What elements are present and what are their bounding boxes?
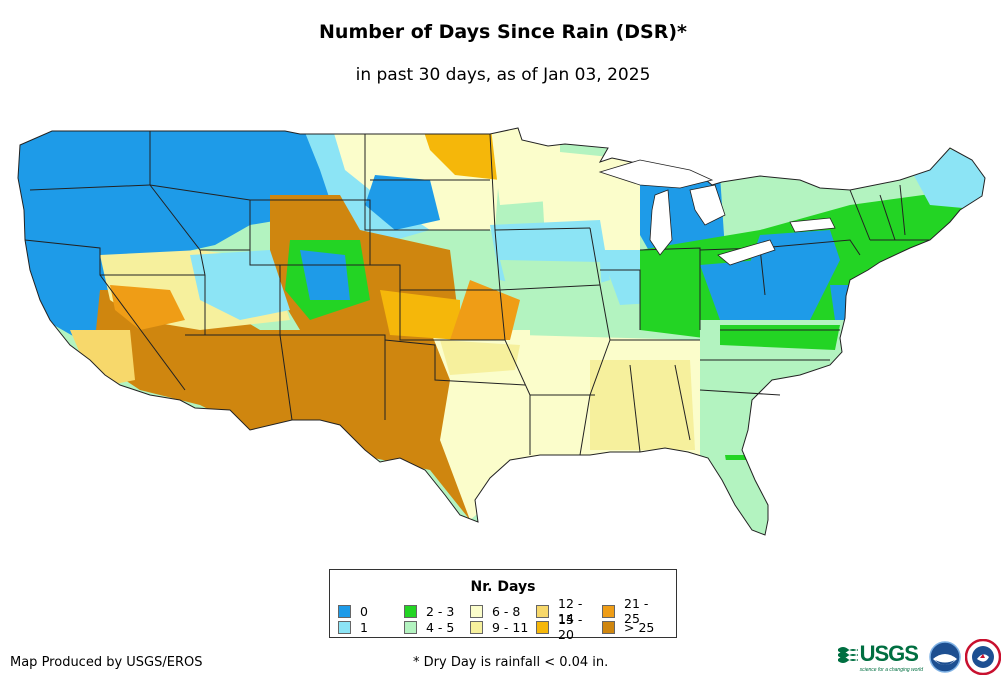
nws-logo-icon [965,639,1001,675]
legend-label: 1 [360,619,368,635]
map-subtitle: in past 30 days, as of Jan 03, 2025 [356,65,651,85]
legend-item: > 25 [602,619,668,635]
legend-label: 12 - 14 [558,596,583,626]
legend-swatch [536,620,549,634]
legend-swatch [602,620,615,634]
legend-title: Nr. Days [470,579,536,595]
legend-item: 12 - 14 [536,596,602,626]
legend-item: 1 [338,619,404,635]
legend-swatch [470,620,483,634]
legend-swatch [404,620,417,634]
legend-swatch [536,604,549,618]
footnote-text: * Dry Day is rainfall < 0.04 in. [413,655,609,670]
legend-swatch [338,604,351,618]
legend-label: 0 [360,603,368,619]
state-borders [17,127,986,536]
legend-item: 2 - 3 [404,603,470,619]
legend-item: 9 - 11 [470,619,536,635]
legend-swatch [338,620,351,634]
legend-label: 21 - 25 [624,596,649,626]
great-lakes [598,159,836,266]
usgs-wordmark: USGS [859,641,919,666]
legend-swatch [602,604,615,618]
legend-label: > 25 [624,619,655,635]
usgs-logo: USGS science for a changing world [837,641,923,673]
legend-item: 0 [338,603,404,619]
usgs-tagline: science for a changing world [859,667,923,673]
legend-label: 6 - 8 [492,603,521,619]
legend-item: 6 - 8 [470,603,536,619]
legend-swatch [404,604,417,618]
legend-item: 21 - 25 [602,596,668,626]
legend-label: 4 - 5 [426,619,455,635]
legend-item: 15 - 20 [536,612,602,642]
noaa-logo-icon [929,641,961,673]
agency-logos: USGS science for a changing world [837,639,1001,675]
credit-text: Map Produced by USGS/EROS [10,655,203,670]
legend-item: 4 - 5 [404,619,470,635]
legend-label: 15 - 20 [558,612,583,642]
legend-swatch [470,604,483,618]
map-title: Number of Days Since Rain (DSR)* [319,21,687,43]
usgs-waves-icon [837,647,858,663]
legend-label: 2 - 3 [426,603,455,619]
legend-label: 9 - 11 [492,619,529,635]
